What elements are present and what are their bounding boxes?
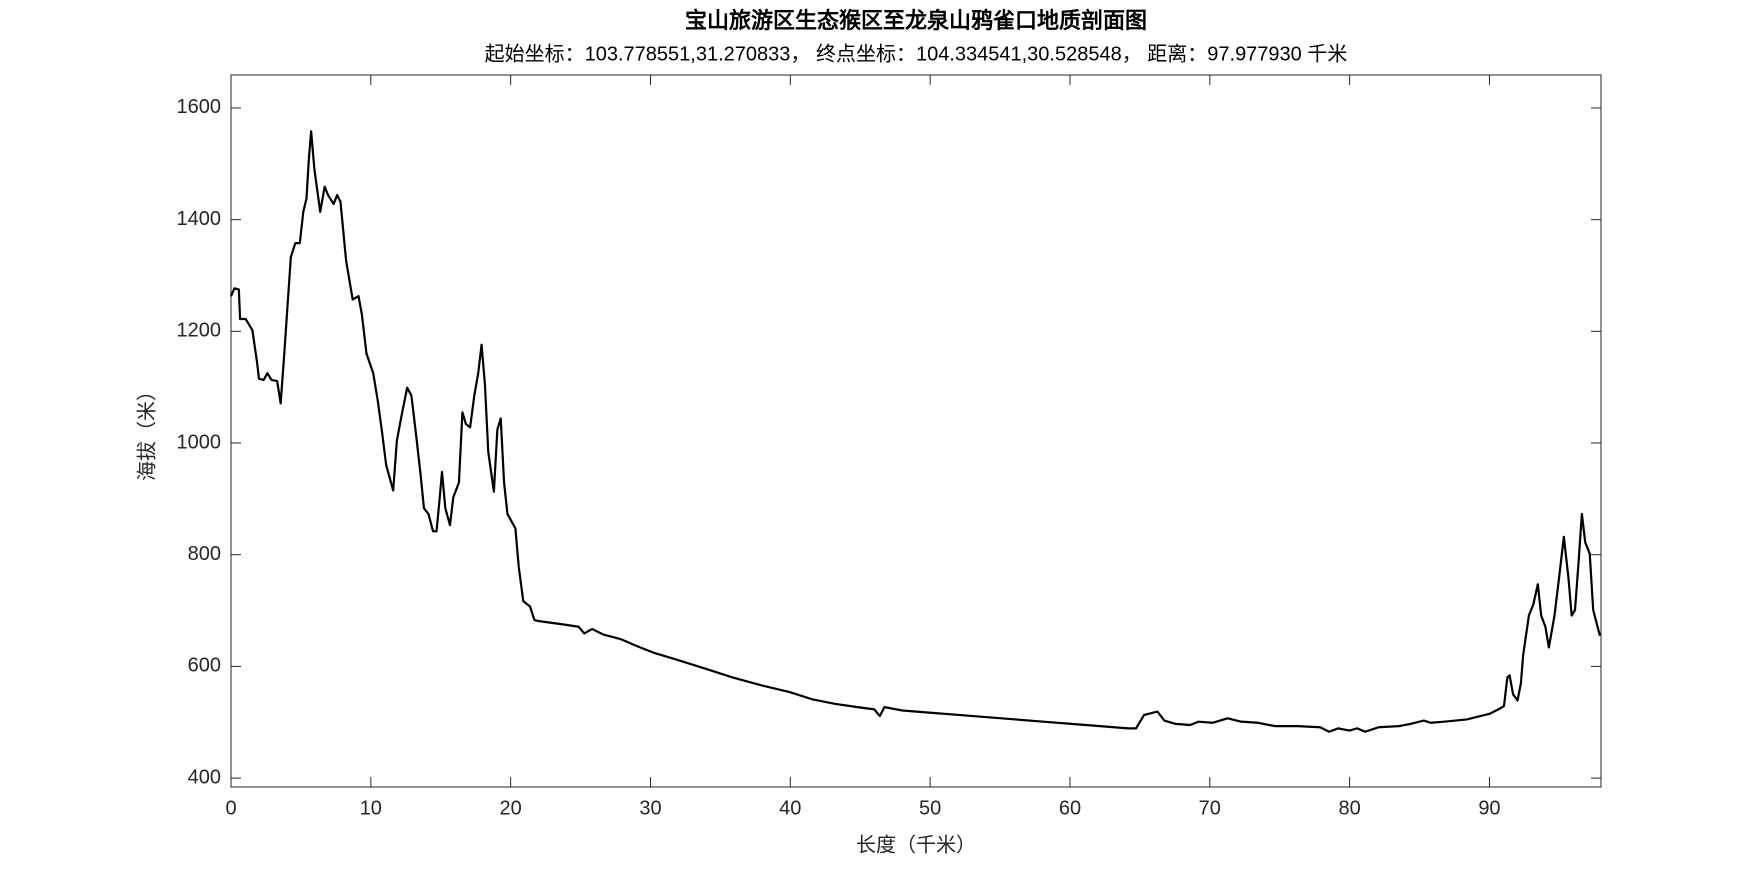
x-tick-label: 20: [500, 797, 522, 819]
x-tick-label: 90: [1478, 797, 1500, 819]
y-tick-label: 1400: [177, 208, 222, 230]
elevation-line: [229, 130, 1601, 733]
x-tick-label: 0: [225, 797, 236, 819]
x-tick-label: 80: [1338, 797, 1360, 819]
x-tick-label: 60: [1059, 797, 1081, 819]
y-tick-label: 600: [188, 655, 221, 677]
y-tick-label: 400: [188, 766, 221, 788]
y-axis-label: 海拔（米）: [135, 381, 158, 481]
x-tick-label: 70: [1199, 797, 1221, 819]
y-tick-label: 1600: [177, 96, 222, 118]
plot-frame: [230, 74, 1602, 788]
x-axis-label: 长度（千米）: [856, 833, 976, 856]
chart-title: 宝山旅游区生态猴区至龙泉山鸦雀口地质剖面图: [685, 8, 1147, 34]
y-tick-label: 1000: [177, 431, 222, 453]
x-tick-label: 50: [919, 797, 941, 819]
x-tick-label: 30: [639, 797, 661, 819]
y-tick-label: 1200: [177, 320, 222, 342]
y-tick-label: 800: [188, 543, 221, 565]
x-tick-label: 40: [779, 797, 801, 819]
x-tick-label: 10: [360, 797, 382, 819]
chart-subtitle: 起始坐标：103.778551,31.270833， 终点坐标：104.3345…: [485, 42, 1348, 65]
